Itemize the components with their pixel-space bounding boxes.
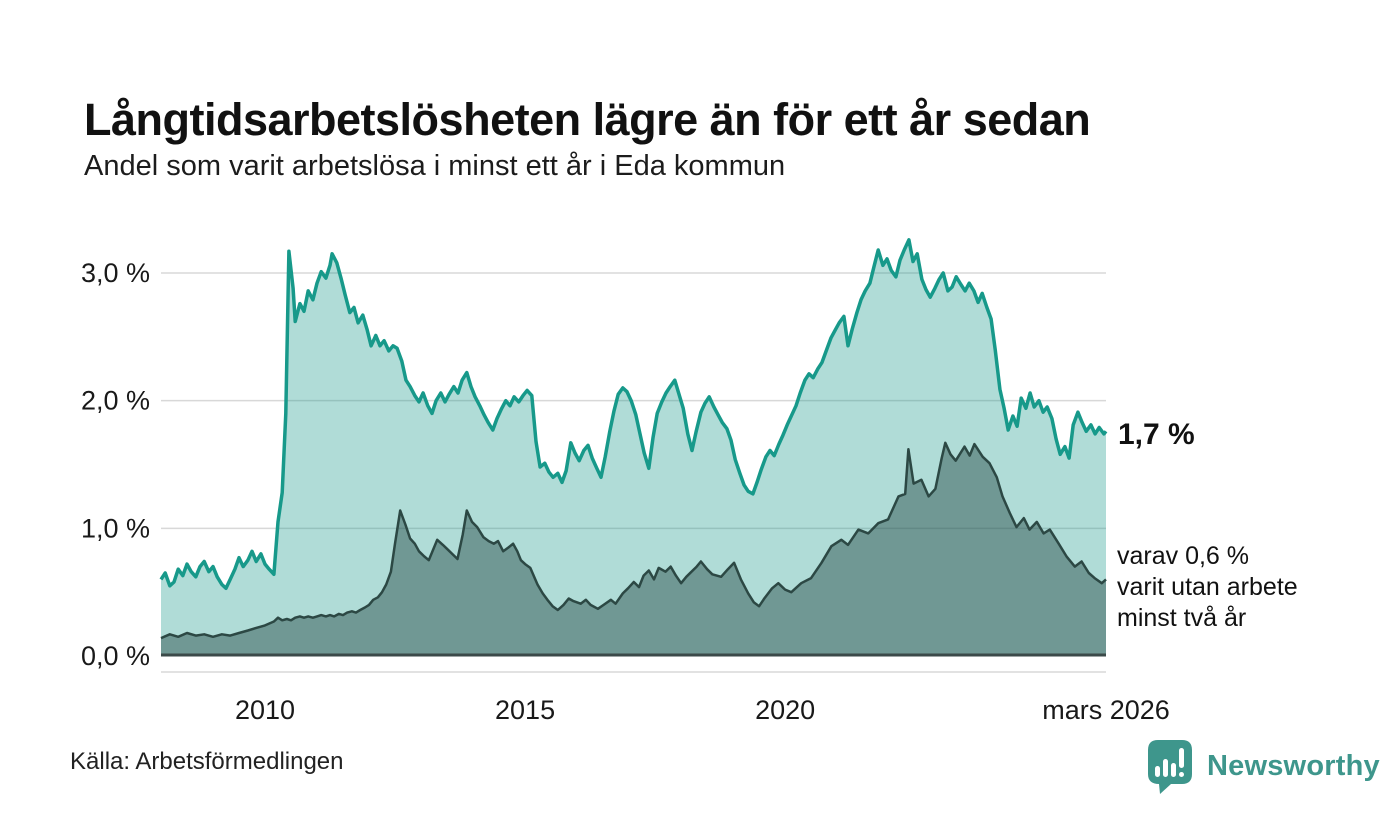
page-subtitle: Andel som varit arbetslösa i minst ett å… — [84, 150, 786, 182]
exclamation-dot-icon — [1179, 772, 1184, 777]
y-axis-tick-label: 1,0 % — [81, 513, 150, 543]
two-year-annotation-line: varav 0,6 % — [1117, 542, 1250, 570]
line-one-year — [159, 238, 1108, 591]
bar-icon — [1171, 763, 1176, 777]
newsworthy-logo: Newsworthy — [1146, 738, 1380, 794]
x-axis-tick-label: 2015 — [495, 695, 555, 725]
x-axis-tick-label: 2010 — [235, 695, 295, 725]
newsworthy-chart-bubble-icon — [1148, 740, 1192, 794]
bar-icon — [1163, 759, 1168, 777]
line-two-year — [160, 441, 1107, 640]
area-one-year — [161, 239, 1106, 657]
two-year-annotation-line: varit utan arbete — [1117, 573, 1298, 601]
newsworthy-wordmark: Newsworthy — [1207, 749, 1380, 782]
latest-value-label: 1,7 % — [1118, 418, 1195, 451]
source-note: Källa: Arbetsförmedlingen — [70, 748, 344, 775]
bar-icon — [1155, 766, 1160, 777]
x-axis-tick-label: 2020 — [755, 695, 815, 725]
y-axis-tick-label: 3,0 % — [81, 258, 150, 288]
x-axis-tick-label: mars 2026 — [1042, 695, 1170, 725]
two-year-annotation-line: minst två år — [1117, 604, 1247, 632]
exclamation-icon — [1179, 748, 1184, 768]
y-axis-tick-label: 0,0 % — [81, 641, 150, 671]
y-axis-tick-label: 2,0 % — [81, 386, 150, 416]
page-title: Långtidsarbetslösheten lägre än för ett … — [84, 94, 1091, 146]
two-year-annotation: varav 0,6 % varit utan arbete minst två … — [1117, 541, 1298, 634]
area-two-year — [161, 442, 1106, 656]
